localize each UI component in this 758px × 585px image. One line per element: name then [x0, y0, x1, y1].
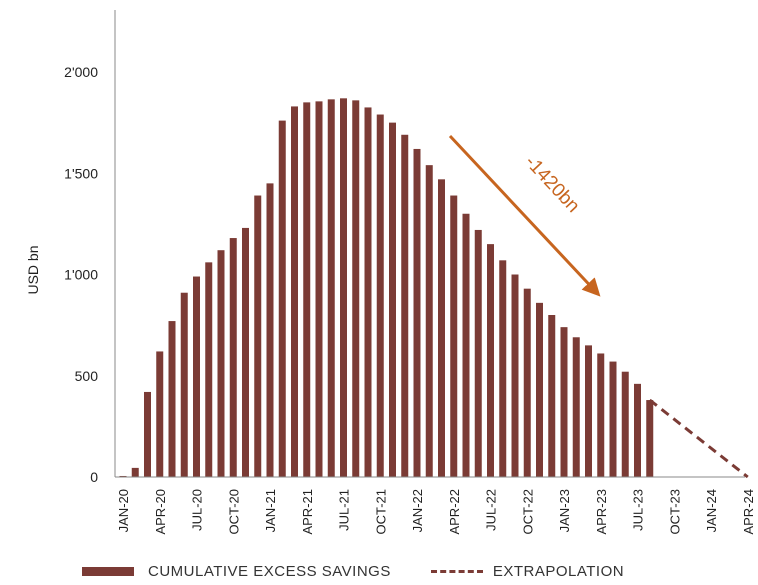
x-tick-label: APR-20: [153, 489, 168, 535]
bar-series: [119, 98, 654, 478]
bar: [278, 120, 286, 477]
bar: [536, 302, 543, 477]
legend-swatch-savings: [82, 567, 134, 576]
bar: [609, 361, 617, 477]
bar: [438, 179, 445, 477]
bar: [548, 315, 556, 477]
bar: [413, 148, 421, 477]
decline-arrow: [448, 134, 601, 297]
bar: [425, 165, 433, 477]
bar: [327, 99, 335, 478]
bar: [156, 351, 164, 477]
legend-swatch-extrapolation: [430, 570, 483, 573]
x-tick-label: JAN-20: [116, 489, 131, 532]
bar: [217, 250, 225, 477]
bar: [266, 183, 274, 477]
x-tick-label: JUL-23: [631, 489, 646, 531]
legend-label-extrapolation: EXTRAPOLATION: [492, 563, 625, 580]
x-tick-label: JAN-24: [704, 489, 719, 532]
x-tick-label: APR-24: [741, 489, 756, 535]
bar: [229, 238, 237, 477]
bar: [572, 337, 580, 477]
bar: [205, 262, 213, 477]
bar: [131, 467, 139, 477]
y-axis-label: USD bn: [25, 245, 41, 294]
y-tick-label: 0: [90, 469, 98, 485]
bar: [303, 102, 311, 477]
x-tick-label: OCT-20: [226, 489, 241, 535]
x-tick-label: JAN-22: [410, 489, 425, 532]
bar: [474, 229, 482, 477]
bar: [291, 106, 298, 478]
bar: [585, 345, 592, 477]
bar: [254, 195, 262, 477]
x-tick-label: JUL-21: [337, 489, 352, 531]
bar: [340, 98, 347, 477]
x-tick-label: JAN-21: [263, 489, 278, 532]
legend-label-savings: CUMULATIVE EXCESS SAVINGS: [148, 563, 391, 580]
bar: [401, 134, 409, 477]
bar: [597, 353, 605, 477]
x-tick-label: JUL-22: [484, 489, 499, 531]
x-tick-label: OCT-23: [667, 489, 682, 535]
bar: [364, 107, 372, 477]
bar: [560, 327, 568, 477]
bar: [389, 122, 396, 477]
x-tick-label: JAN-23: [557, 489, 572, 532]
bar: [499, 260, 507, 477]
x-tick-label: OCT-22: [520, 489, 535, 535]
extrapolation-line: [648, 398, 749, 479]
bar: [621, 371, 629, 477]
bar: [523, 288, 531, 477]
bar: [646, 400, 654, 477]
x-axis-ticks: JAN-20 APR-20 JUL-20 OCT-20 JAN-21 APR-21 JUL-…: [116, 489, 756, 535]
decline-annotation: -1420bn: [521, 152, 584, 217]
y-tick-label: 2'000: [64, 64, 98, 80]
bar: [315, 101, 323, 478]
x-tick-label: APR-21: [300, 489, 315, 535]
legend: CUMULATIVE EXCESS SAVINGS EXTRAPOLATION: [82, 563, 624, 580]
bar: [180, 292, 188, 477]
bar: [376, 114, 384, 478]
y-tick-label: 1'000: [64, 267, 98, 283]
bar: [144, 391, 151, 477]
x-tick-label: JUL-20: [190, 489, 205, 531]
bar: [487, 244, 494, 477]
bar: [634, 383, 641, 477]
bar: [119, 475, 127, 477]
x-tick-label: APR-22: [447, 489, 462, 535]
bar: [242, 227, 249, 477]
bar: [168, 321, 176, 477]
bar: [450, 195, 458, 477]
x-tick-label: APR-23: [594, 489, 609, 535]
bar: [462, 213, 470, 477]
bar: [511, 274, 519, 477]
bar: [352, 100, 360, 477]
y-tick-label: 500: [75, 368, 99, 384]
x-tick-label: OCT-21: [373, 489, 388, 535]
y-tick-label: 1'500: [64, 165, 98, 181]
extrapolation-series: [648, 398, 749, 479]
bar: [193, 276, 200, 477]
y-axis-ticks: 0 500 1'000 1'500 2'000: [64, 64, 98, 485]
